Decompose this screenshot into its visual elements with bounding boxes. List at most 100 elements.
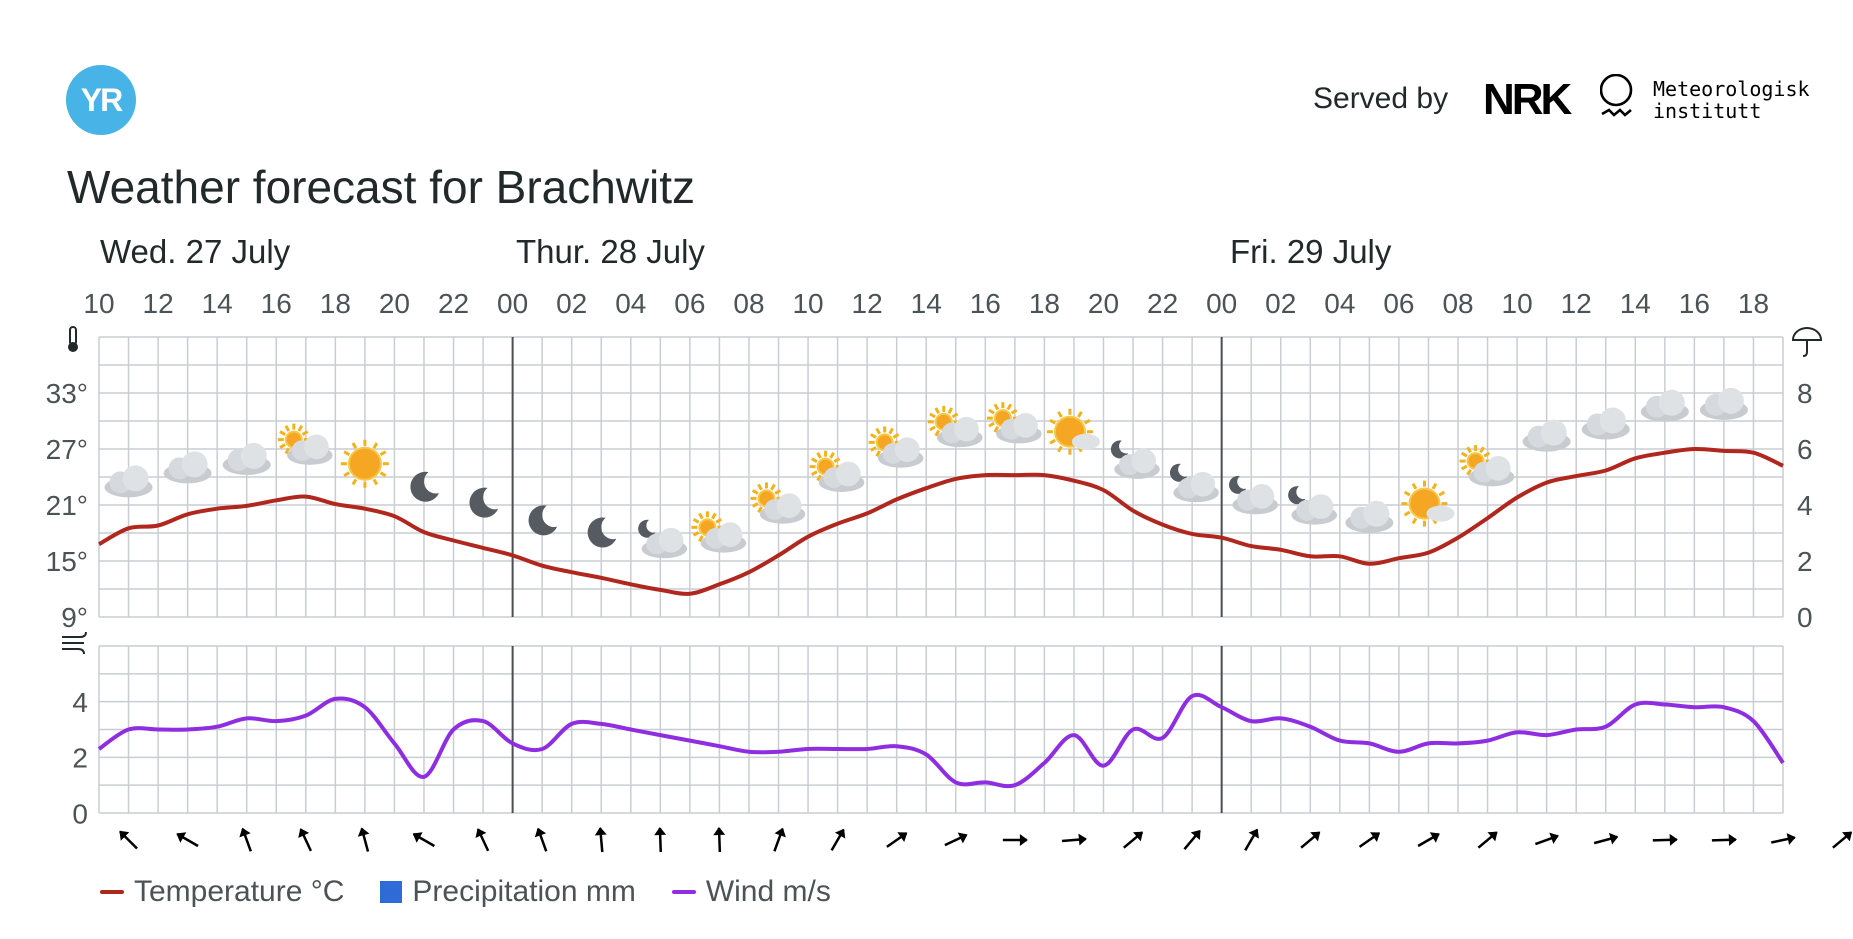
wind-arrow-head [1133,831,1143,842]
sun-ray [1466,446,1472,454]
wind-arrow-head [957,832,968,844]
clear-night-icon [528,505,558,536]
wind-arrow-icon [412,832,435,848]
sun-ray [1411,482,1418,490]
cloud-puff [1363,500,1390,527]
clear-night-icon [410,471,439,502]
sun-ray [1431,482,1438,490]
sun-ray [351,478,358,486]
wind-arrow-head [412,832,423,843]
wind-arrow-icon [534,827,548,852]
partly-cloudy-night-icon [1110,440,1160,479]
sun-ray [1077,411,1083,418]
precipitation-y-label: 2 [1797,546,1813,577]
legend-temperature[interactable]: Temperature °C [100,875,344,909]
precipitation-y-label: 6 [1797,434,1813,465]
sun-ray [875,427,881,435]
wind-arrow-head [1019,834,1028,846]
wind-arrow-icon [594,827,607,853]
cloud-puff [1013,413,1038,438]
x-tick-label: 00 [1206,288,1237,319]
partly-cloudy-day-icon [809,450,865,492]
legend-temperature-label: Temperature °C [134,875,345,908]
legend-temperature-swatch [100,890,124,894]
wind-arrow-icon [1771,833,1796,845]
sun-ray [1466,468,1472,476]
cloud-puff [717,522,743,547]
cloud-puff [658,527,684,553]
cloudy-icon [163,451,212,484]
wind-arrow-head [1786,833,1796,845]
sun-ray [757,483,763,491]
cloud-puff [1599,407,1626,434]
precipitation-y-label: 0 [1797,602,1813,633]
wind-arrow-icon [1300,831,1321,849]
x-tick-label: 16 [1679,288,1710,319]
x-tick-label: 22 [438,288,469,319]
wind-arrow-head [357,827,370,837]
wind-arrow-head [1728,833,1737,846]
cloud-puff [304,434,329,460]
nrk-logo: NRK [1483,75,1572,124]
sun-ray [934,407,941,414]
cloudy-icon [104,465,153,498]
sun-ray [770,483,776,491]
legend-precipitation[interactable]: Precipitation mm [380,875,636,909]
umbrella-canopy [1791,327,1823,341]
temperature-line [98,446,1784,596]
sun-ray [810,470,818,476]
sun-ray [875,450,881,458]
moon-shape [1288,486,1306,505]
wind-arrow-icon [1061,833,1087,846]
sun-ray [988,408,995,415]
sun-ray [1483,451,1491,458]
sun-ray [351,442,358,449]
sun-ray [870,433,877,439]
x-tick-label: 02 [556,288,587,319]
sun-ray [297,424,304,432]
sun-ray [698,535,704,542]
wind-arrow-head [1842,831,1853,842]
wind-arrow-icon [1002,834,1028,846]
wind-arrow-head [897,832,908,843]
wind-arrow-head [1549,832,1559,844]
sun-ray [343,450,351,457]
moon-shape [469,487,499,518]
x-tick-label: 08 [733,288,764,319]
x-tick-label: 04 [615,288,646,319]
sun-ray [1049,418,1056,425]
temperature-y-label: 33° [46,378,88,409]
legend-wind[interactable]: Wind m/s [671,875,831,909]
sun-ray [1403,490,1411,497]
sun-ray [947,407,954,414]
wind-arrow-head [1190,830,1201,841]
sun-ray [1057,411,1063,418]
wind-y-label: 4 [72,687,88,718]
x-tick-label: 12 [852,288,883,319]
wind-arrow-icon [1358,832,1381,848]
wind-arrow-icon [830,828,846,852]
x-tick-label: 18 [1029,288,1060,319]
cloud-puff [1717,387,1744,414]
sun-ray [774,489,782,495]
sun-ray [1460,464,1468,471]
temperature-y-label: 9° [61,602,88,633]
wind-arrow-icon [773,827,786,852]
legend-wind-swatch [671,890,696,894]
sun-ray [1438,490,1446,497]
served-by-label: Served by [1313,82,1449,115]
sun-ray [929,425,936,432]
fair-day-icon [1401,480,1455,527]
sun-ray [757,506,763,514]
umbrella-handle [1802,340,1808,357]
temperature-y-label: 27° [46,434,88,465]
sun-ray [692,531,700,537]
cloud-puff [1190,471,1216,497]
wind-arrow-head [594,827,607,836]
cloud-puff [1540,419,1567,446]
temperature-grid [98,336,1784,618]
wind-arrow-head [713,827,726,836]
sun-ray [829,452,835,459]
wind-arrow-head [774,827,786,838]
